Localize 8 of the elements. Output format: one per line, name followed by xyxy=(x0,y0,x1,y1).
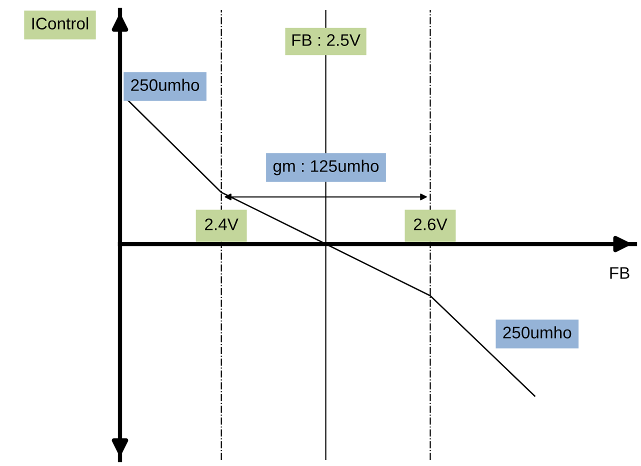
y-axis-title: IControl xyxy=(32,17,88,30)
x-tick-label: 2.6V xyxy=(414,218,448,230)
ref-line-label: FB : 2.5V xyxy=(292,34,360,46)
annotation: 250umho xyxy=(503,326,572,338)
x-axis-title: FB xyxy=(610,267,630,279)
text: 250umho xyxy=(131,78,200,91)
annotation: gm : 125umho xyxy=(273,160,379,176)
x-tick-label: 2.4V xyxy=(205,218,238,230)
